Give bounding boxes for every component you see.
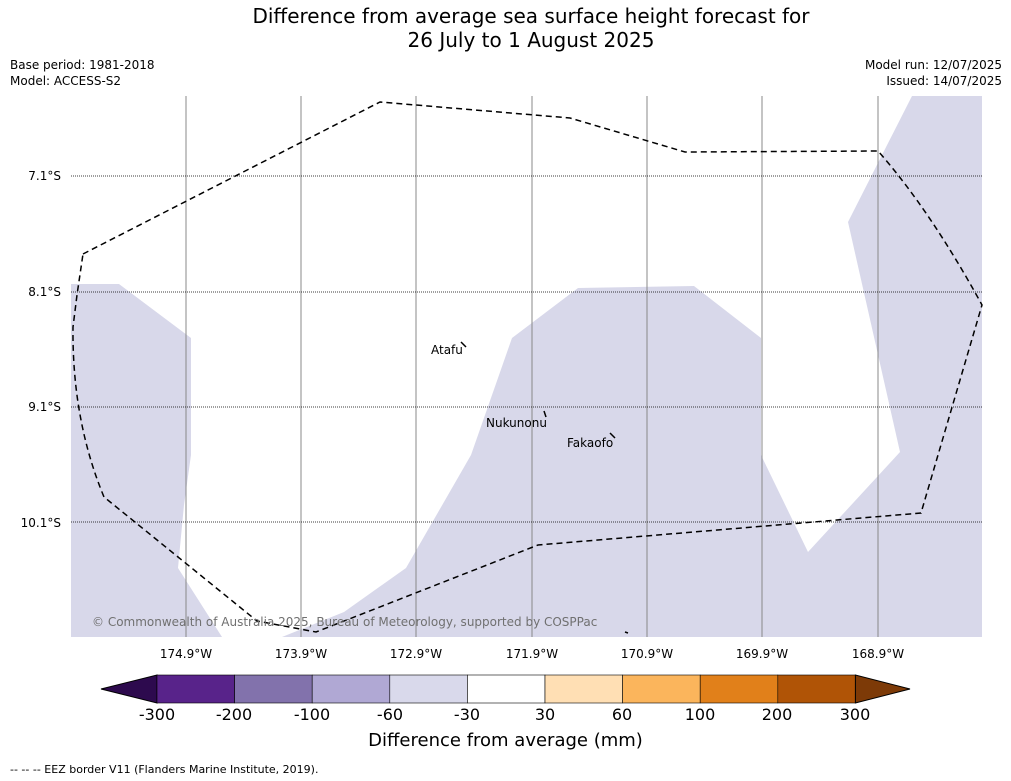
lon-label: 171.9°W (506, 647, 558, 661)
issued-date: Issued: 14/07/2025 (886, 74, 1002, 88)
colorbar-tick-label: 60 (611, 705, 633, 724)
lon-label: 172.9°W (390, 647, 442, 661)
colorbar-bin (699, 674, 779, 704)
colorbar-tick-label: -300 (138, 705, 176, 724)
eez-border (72, 101, 983, 633)
colorbar-bin (311, 674, 391, 704)
colorbar-tick-label: -60 (376, 705, 404, 724)
fakaofo-island (609, 432, 616, 439)
lon-label: 174.9°W (160, 647, 212, 661)
colorbar-extend-low (100, 674, 158, 704)
copyright-notice: © Commonwealth of Australia 2025, Bureau… (92, 615, 597, 629)
model-info: Base period: 1981-2018 Model: ACCESS-S2 (10, 57, 155, 89)
lon-label: 168.9°W (852, 647, 904, 661)
colorbar-bin (234, 674, 313, 704)
lat-label: 7.1°S (28, 169, 61, 183)
colorbar-tick-label: 300 (839, 705, 871, 724)
colorbar-tick-label: 200 (761, 705, 793, 724)
longitude-labels: 174.9°W 173.9°W 172.9°W 171.9°W 170.9°W … (160, 647, 904, 661)
place-label-fakaofo: Fakaofo (567, 436, 613, 450)
anomaly-shading (71, 96, 982, 637)
small-island-mark (624, 631, 629, 634)
shaded-region-west (71, 284, 222, 637)
colorbar-tick-label: 30 (534, 705, 556, 724)
atafu-island (460, 341, 467, 348)
place-label-nukunonu: Nukunonu (486, 416, 547, 430)
place-marks (460, 341, 629, 634)
lat-label: 9.1°S (28, 400, 61, 414)
colorbar-tick-label: -30 (453, 705, 481, 724)
lat-label: 10.1°S (21, 516, 61, 530)
title-line-2: 26 July to 1 August 2025 (407, 28, 655, 52)
nukunonu-island (543, 410, 547, 418)
place-label-atafu: Atafu (431, 343, 463, 357)
colorbar-tick-label: -100 (293, 705, 331, 724)
eez-footnote: -- -- -- EEZ border V11 (Flanders Marine… (10, 763, 319, 776)
colorbar-extend-high (854, 674, 911, 704)
colorbar-title: Difference from average (mm) (368, 730, 643, 751)
latitude-labels: 7.1°S 8.1°S 9.1°S 10.1°S (21, 169, 61, 530)
colorbar-bin (544, 674, 623, 704)
lon-label: 169.9°W (736, 647, 788, 661)
colorbar-tick-label: 100 (684, 705, 716, 724)
colorbar-bin (777, 674, 856, 704)
lon-label: 170.9°W (621, 647, 673, 661)
colorbar-tick-label: -200 (215, 705, 253, 724)
model-run: Model run: 12/07/2025 (864, 58, 1002, 72)
chart-title: Difference from average sea surface heig… (0, 4, 1011, 52)
colorbar-bin (389, 674, 468, 704)
colorbar-bin (622, 674, 701, 704)
base-period: Base period: 1981-2018 (10, 58, 155, 72)
shaded-region-central (282, 96, 982, 637)
lat-label: 8.1°S (28, 285, 61, 299)
lon-label: 173.9°W (275, 647, 327, 661)
colorbar-bin (156, 674, 235, 704)
colorbar-bin (467, 674, 546, 704)
model-name: Model: ACCESS-S2 (10, 74, 122, 88)
colorbar (100, 674, 911, 704)
run-info: Model run: 12/07/2025 Issued: 14/07/2025 (865, 57, 1002, 89)
title-line-1: Difference from average sea surface heig… (252, 4, 810, 28)
